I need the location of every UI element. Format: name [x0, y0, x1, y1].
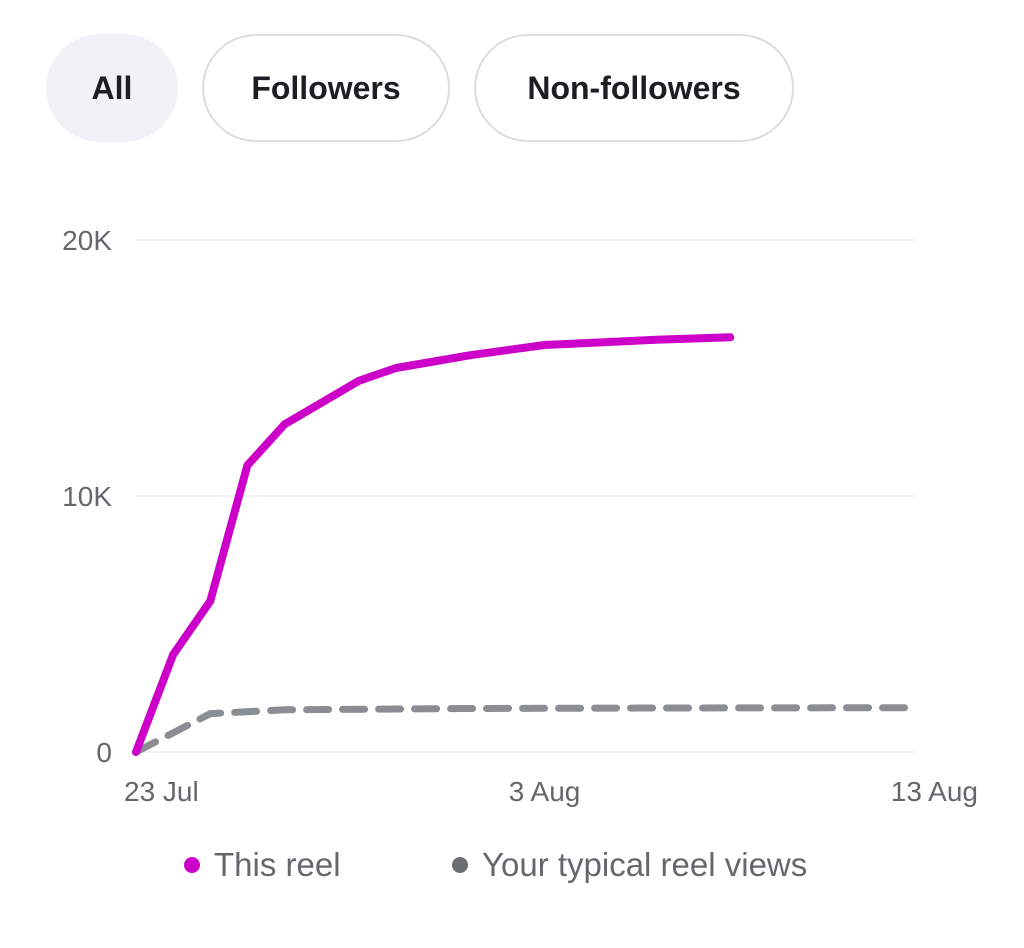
legend-label-typical: Your typical reel views: [482, 846, 808, 883]
this-reel-dot-icon: [184, 857, 200, 873]
y-tick-label: 20K: [62, 225, 112, 256]
tab-all[interactable]: All: [46, 34, 178, 142]
x-axis-ticks: 23 Jul 3 Aug 13 Aug: [124, 776, 978, 807]
x-tick-label: 3 Aug: [509, 776, 581, 807]
y-tick-label: 10K: [62, 481, 112, 512]
x-tick-label: 23 Jul: [124, 776, 199, 807]
y-axis-ticks: 20K 10K 0: [62, 225, 112, 768]
tab-non-followers[interactable]: Non-followers: [474, 34, 794, 142]
y-tick-label: 0: [96, 737, 112, 768]
this-reel-line: [132, 333, 735, 756]
chart-series: [132, 333, 920, 756]
typical-dot-icon: [452, 857, 468, 873]
chart-grid: [136, 239, 916, 753]
views-line-chart: 20K 10K 0 23 Jul 3 Aug 13 Aug: [62, 225, 978, 807]
legend-item-typical: Your typical reel views: [452, 842, 807, 888]
legend-label-this-reel: This reel: [214, 846, 341, 883]
typical-reel-views-line: [132, 704, 920, 756]
x-tick-label: 13 Aug: [891, 776, 978, 807]
legend-item-this-reel: This reel: [184, 842, 341, 888]
tab-followers[interactable]: Followers: [202, 34, 450, 142]
